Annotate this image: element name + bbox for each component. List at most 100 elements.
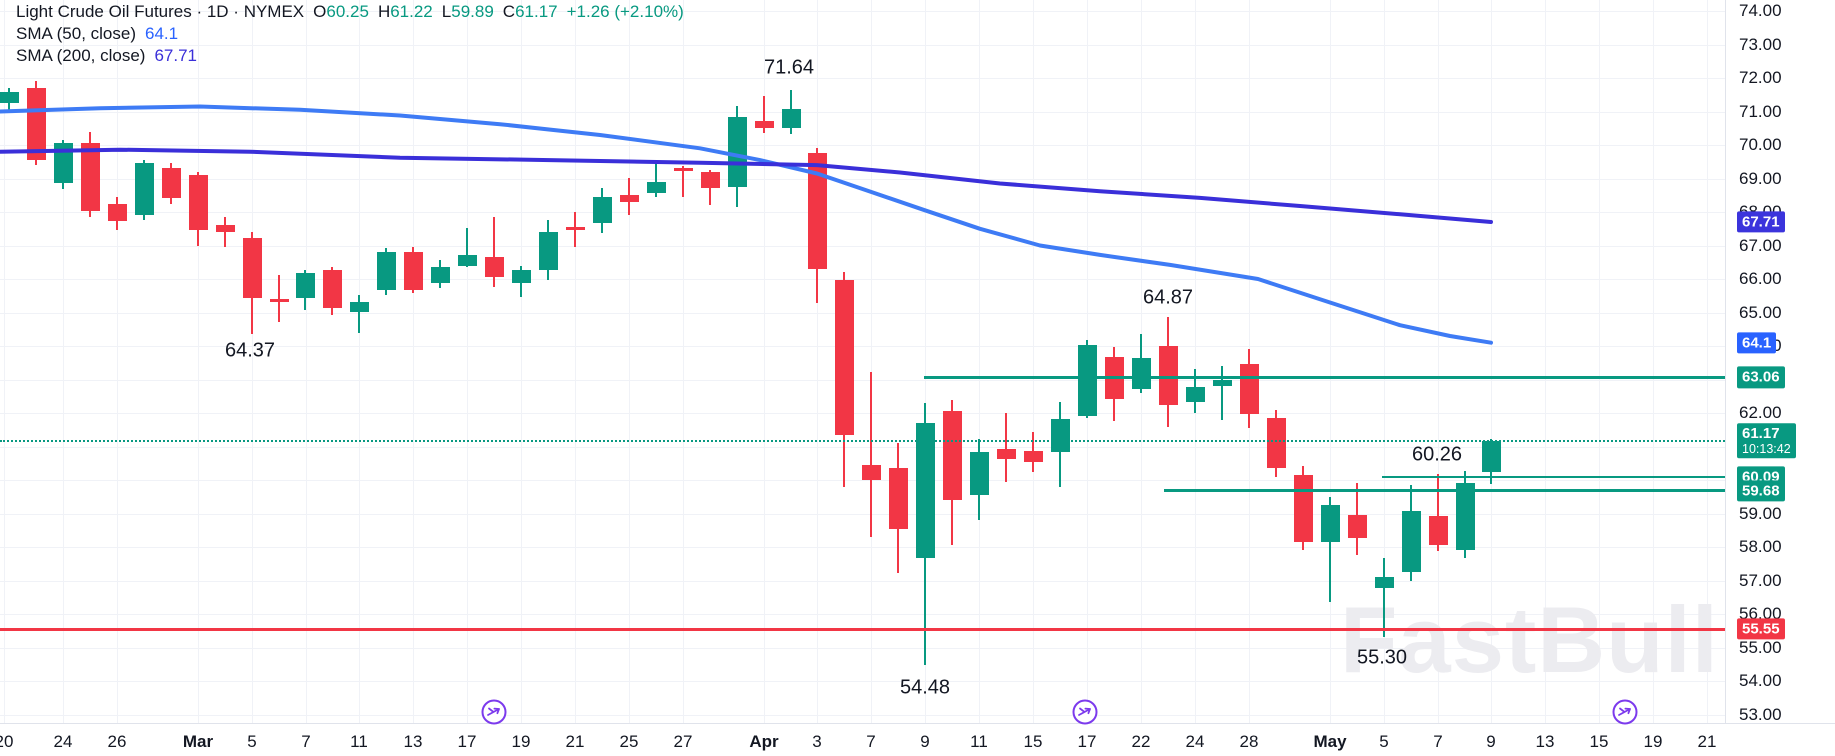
gridline-v <box>252 0 253 723</box>
horizontal-level-line[interactable] <box>0 627 1737 631</box>
price-annotation: 55.30 <box>1356 646 1408 669</box>
candle[interactable] <box>26 88 46 161</box>
candle[interactable] <box>807 153 827 269</box>
price-tick-label: 53.00 <box>1739 704 1782 724</box>
candle[interactable] <box>1131 358 1151 389</box>
candle[interactable] <box>430 266 450 284</box>
candle[interactable] <box>1428 516 1448 545</box>
gridline-h <box>0 580 1725 582</box>
candle[interactable] <box>215 225 235 233</box>
gridline-v <box>413 0 414 723</box>
price-axis-badge: 55.55 <box>1737 618 1785 640</box>
candle[interactable] <box>538 232 558 271</box>
price-tick-label: 70.00 <box>1739 135 1782 154</box>
price-tick-label: 74.00 <box>1739 1 1782 20</box>
candle[interactable] <box>1212 379 1232 386</box>
candle[interactable] <box>861 464 881 480</box>
goto-arrow-icon[interactable] <box>1611 698 1639 726</box>
candle[interactable] <box>1050 419 1070 452</box>
candle[interactable] <box>1293 474 1313 542</box>
goto-arrow-icon[interactable] <box>480 698 508 726</box>
horizontal-level-line[interactable] <box>1382 475 1737 478</box>
time-tick-label: Apr <box>749 732 779 751</box>
candle[interactable] <box>1023 450 1043 462</box>
candle[interactable] <box>592 196 612 224</box>
symbol-title: Light Crude Oil Futures · 1D · NYMEX <box>16 2 305 21</box>
candle[interactable] <box>1481 440 1501 472</box>
candle[interactable] <box>673 168 693 171</box>
time-tick-label: 5 <box>1379 732 1389 751</box>
time-tick-label: 27 <box>673 732 693 751</box>
candle[interactable] <box>700 172 720 188</box>
candle[interactable] <box>1239 364 1259 414</box>
candle[interactable] <box>1320 505 1340 542</box>
gridline-h <box>0 480 1725 481</box>
gridline-v <box>117 0 118 723</box>
time-tick-label: 21 <box>1697 732 1717 751</box>
legend-symbol-row[interactable]: Light Crude Oil Futures · 1D · NYMEX O60… <box>16 2 684 23</box>
candle[interactable] <box>188 175 208 231</box>
price-tick-label: 66.00 <box>1739 269 1782 288</box>
horizontal-level-line[interactable] <box>1164 489 1737 493</box>
gridline-v <box>764 0 765 723</box>
candle[interactable] <box>1374 576 1394 588</box>
gridline-h <box>0 413 1725 414</box>
candle[interactable] <box>242 238 262 299</box>
candle[interactable] <box>1077 344 1097 416</box>
candle[interactable] <box>619 194 639 202</box>
candle[interactable] <box>161 168 181 198</box>
gridline-h <box>0 11 1725 12</box>
price-tick-label: 55.00 <box>1739 637 1782 657</box>
candle[interactable] <box>403 252 423 291</box>
price-tick-label: 65.00 <box>1739 302 1782 322</box>
gridline-v <box>467 0 468 723</box>
gridline-v <box>817 0 818 723</box>
candle[interactable] <box>1455 482 1475 550</box>
candle[interactable] <box>969 451 989 496</box>
horizontal-level-line[interactable] <box>924 375 1737 379</box>
time-tick-label: 21 <box>565 732 585 751</box>
candle[interactable] <box>942 410 962 501</box>
candle[interactable] <box>295 273 315 299</box>
candle[interactable] <box>53 142 73 184</box>
gridline-v <box>629 0 630 723</box>
candle[interactable] <box>727 116 747 187</box>
time-axis[interactable]: 20 24 26 Mar 5 7 11 13 17 19 21 25 27 Apr 3 7 9 11 15 17 22 2… <box>0 723 1835 756</box>
candle[interactable] <box>781 109 801 128</box>
candle[interactable] <box>888 467 908 529</box>
candle[interactable] <box>915 423 935 559</box>
candle[interactable] <box>0 92 19 104</box>
gridline-v <box>198 0 199 723</box>
candle[interactable] <box>565 227 585 230</box>
candle[interactable] <box>1347 515 1367 538</box>
time-tick-label: 7 <box>301 732 311 751</box>
time-tick-label: 11 <box>970 732 988 751</box>
price-axis[interactable]: 74.0073.0072.0071.0070.0069.0068.0067.00… <box>1725 0 1835 724</box>
candle[interactable] <box>996 448 1016 459</box>
candle[interactable] <box>107 203 127 222</box>
candle[interactable] <box>322 270 342 309</box>
legend-sma200-row[interactable]: SMA (200, close) 67.71 <box>16 46 684 67</box>
candle[interactable] <box>269 299 289 303</box>
goto-arrow-icon[interactable] <box>1071 698 1099 726</box>
candle[interactable] <box>511 270 531 283</box>
candle[interactable] <box>457 255 477 266</box>
candle[interactable] <box>1185 386 1205 402</box>
time-tick-label: 26 <box>107 732 127 751</box>
time-tick-label: 9 <box>1486 732 1496 751</box>
gridline-h <box>0 78 1725 79</box>
candle[interactable] <box>134 163 154 215</box>
candle[interactable] <box>80 142 100 211</box>
candle[interactable] <box>1158 346 1178 405</box>
candle[interactable] <box>349 302 369 313</box>
candle[interactable] <box>1266 418 1286 468</box>
candle-wick <box>1005 413 1007 482</box>
candle[interactable] <box>754 120 774 128</box>
candle[interactable] <box>1401 511 1421 573</box>
ohlc-high: H61.22 <box>377 2 433 21</box>
candle[interactable] <box>484 257 504 277</box>
legend-sma50-row[interactable]: SMA (50, close) 64.1 <box>16 24 684 45</box>
candle[interactable] <box>646 181 666 193</box>
candle[interactable] <box>376 252 396 291</box>
candle[interactable] <box>834 280 854 436</box>
